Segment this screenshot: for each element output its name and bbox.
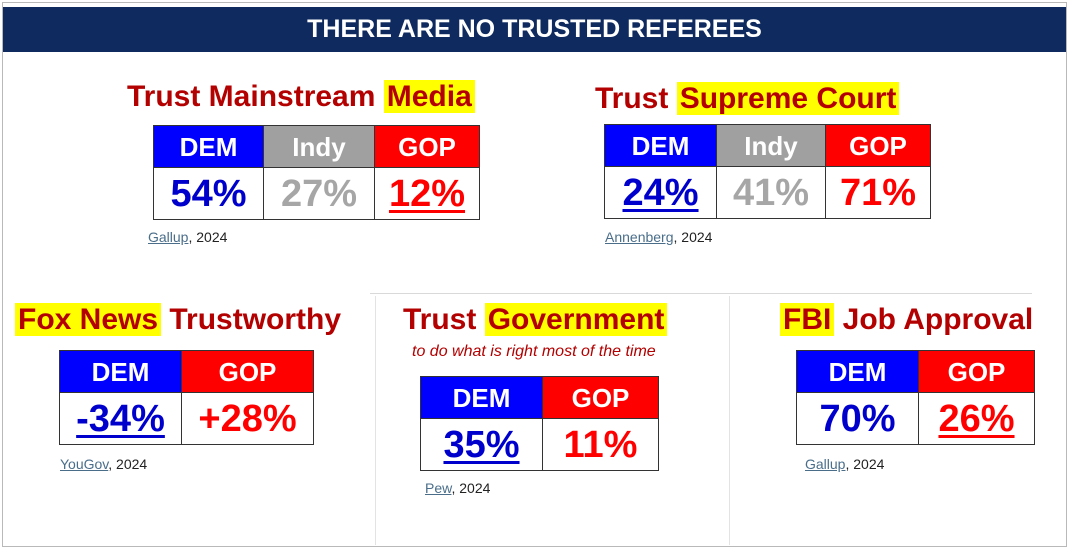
source-link[interactable]: Gallup: [148, 229, 189, 245]
divider-vertical-right: [729, 296, 730, 545]
source-link[interactable]: Gallup: [805, 456, 846, 472]
source-supreme-court: Annenberg, 2024: [605, 229, 712, 245]
table-fbi: DEM GOP 70% 26%: [796, 350, 1035, 445]
value-gop: 11%: [542, 418, 659, 471]
source-year: , 2024: [108, 456, 148, 472]
col-header-dem: DEM: [796, 350, 919, 393]
col-header-dem: DEM: [604, 124, 717, 167]
panel-subtitle-government: to do what is right most of the time: [412, 343, 656, 360]
value-indy: 41%: [716, 166, 826, 219]
panel-title-media: Trust Mainstream Media: [127, 80, 475, 114]
col-header-indy: Indy: [716, 124, 826, 167]
source-year: , 2024: [451, 480, 491, 496]
col-header-dem: DEM: [153, 125, 264, 168]
source-link[interactable]: YouGov: [60, 456, 109, 472]
value-dem: 54%: [153, 167, 264, 220]
panel-title-fbi: FBI Job Approval: [780, 303, 1033, 337]
title-highlight: Fox News: [15, 303, 162, 336]
value-dem: 70%: [796, 392, 919, 445]
panel-title-supreme-court: Trust Supreme Court: [595, 82, 900, 116]
table-fox-news: DEM GOP -34% +28%: [59, 350, 314, 445]
value-gop: 12%: [388, 172, 466, 215]
source-year: , 2024: [188, 229, 228, 245]
col-header-dem: DEM: [59, 350, 182, 393]
col-header-gop: GOP: [374, 125, 480, 168]
divider-vertical-left: [375, 296, 376, 545]
table-media: DEM Indy GOP 54% 27% 12%: [153, 125, 480, 220]
source-year: , 2024: [845, 456, 885, 472]
panel-title-fox-news: Fox News Trustworthy: [15, 303, 341, 337]
value-gop: 26%: [938, 397, 1015, 440]
source-media: Gallup, 2024: [148, 229, 227, 245]
page-title: THERE ARE NO TRUSTED REFEREES: [3, 7, 1066, 52]
source-link[interactable]: Annenberg: [605, 229, 674, 245]
title-highlight: Government: [484, 303, 668, 336]
value-dem: 35%: [443, 423, 520, 466]
panel-title-government: Trust Government: [403, 303, 668, 337]
col-header-gop: GOP: [181, 350, 314, 393]
value-dem: 24%: [622, 171, 699, 214]
divider-horizontal: [370, 293, 1032, 294]
col-header-gop: GOP: [825, 124, 931, 167]
title-highlight: Media: [383, 80, 475, 113]
title-text: Trust: [595, 82, 677, 115]
table-government: DEM GOP 35% 11%: [420, 376, 659, 471]
value-indy: 27%: [263, 167, 375, 220]
source-year: , 2024: [673, 229, 713, 245]
title-text: Trust Mainstream: [127, 80, 384, 113]
table-supreme-court: DEM Indy GOP 24% 41% 71%: [604, 124, 931, 219]
title-highlight: FBI: [780, 303, 835, 336]
title-text: Trust: [403, 303, 485, 336]
col-header-gop: GOP: [542, 376, 659, 419]
source-government: Pew, 2024: [425, 480, 490, 496]
value-dem: -34%: [76, 397, 165, 440]
col-header-gop: GOP: [918, 350, 1035, 393]
title-text: Job Approval: [834, 303, 1034, 336]
title-text: Trustworthy: [161, 303, 342, 336]
col-header-indy: Indy: [263, 125, 375, 168]
col-header-dem: DEM: [420, 376, 543, 419]
source-fbi: Gallup, 2024: [805, 456, 884, 472]
source-fox-news: YouGov, 2024: [60, 456, 147, 472]
title-highlight: Supreme Court: [676, 82, 900, 115]
source-link[interactable]: Pew: [425, 480, 452, 496]
value-gop: 71%: [825, 166, 931, 219]
value-gop: +28%: [181, 392, 314, 445]
